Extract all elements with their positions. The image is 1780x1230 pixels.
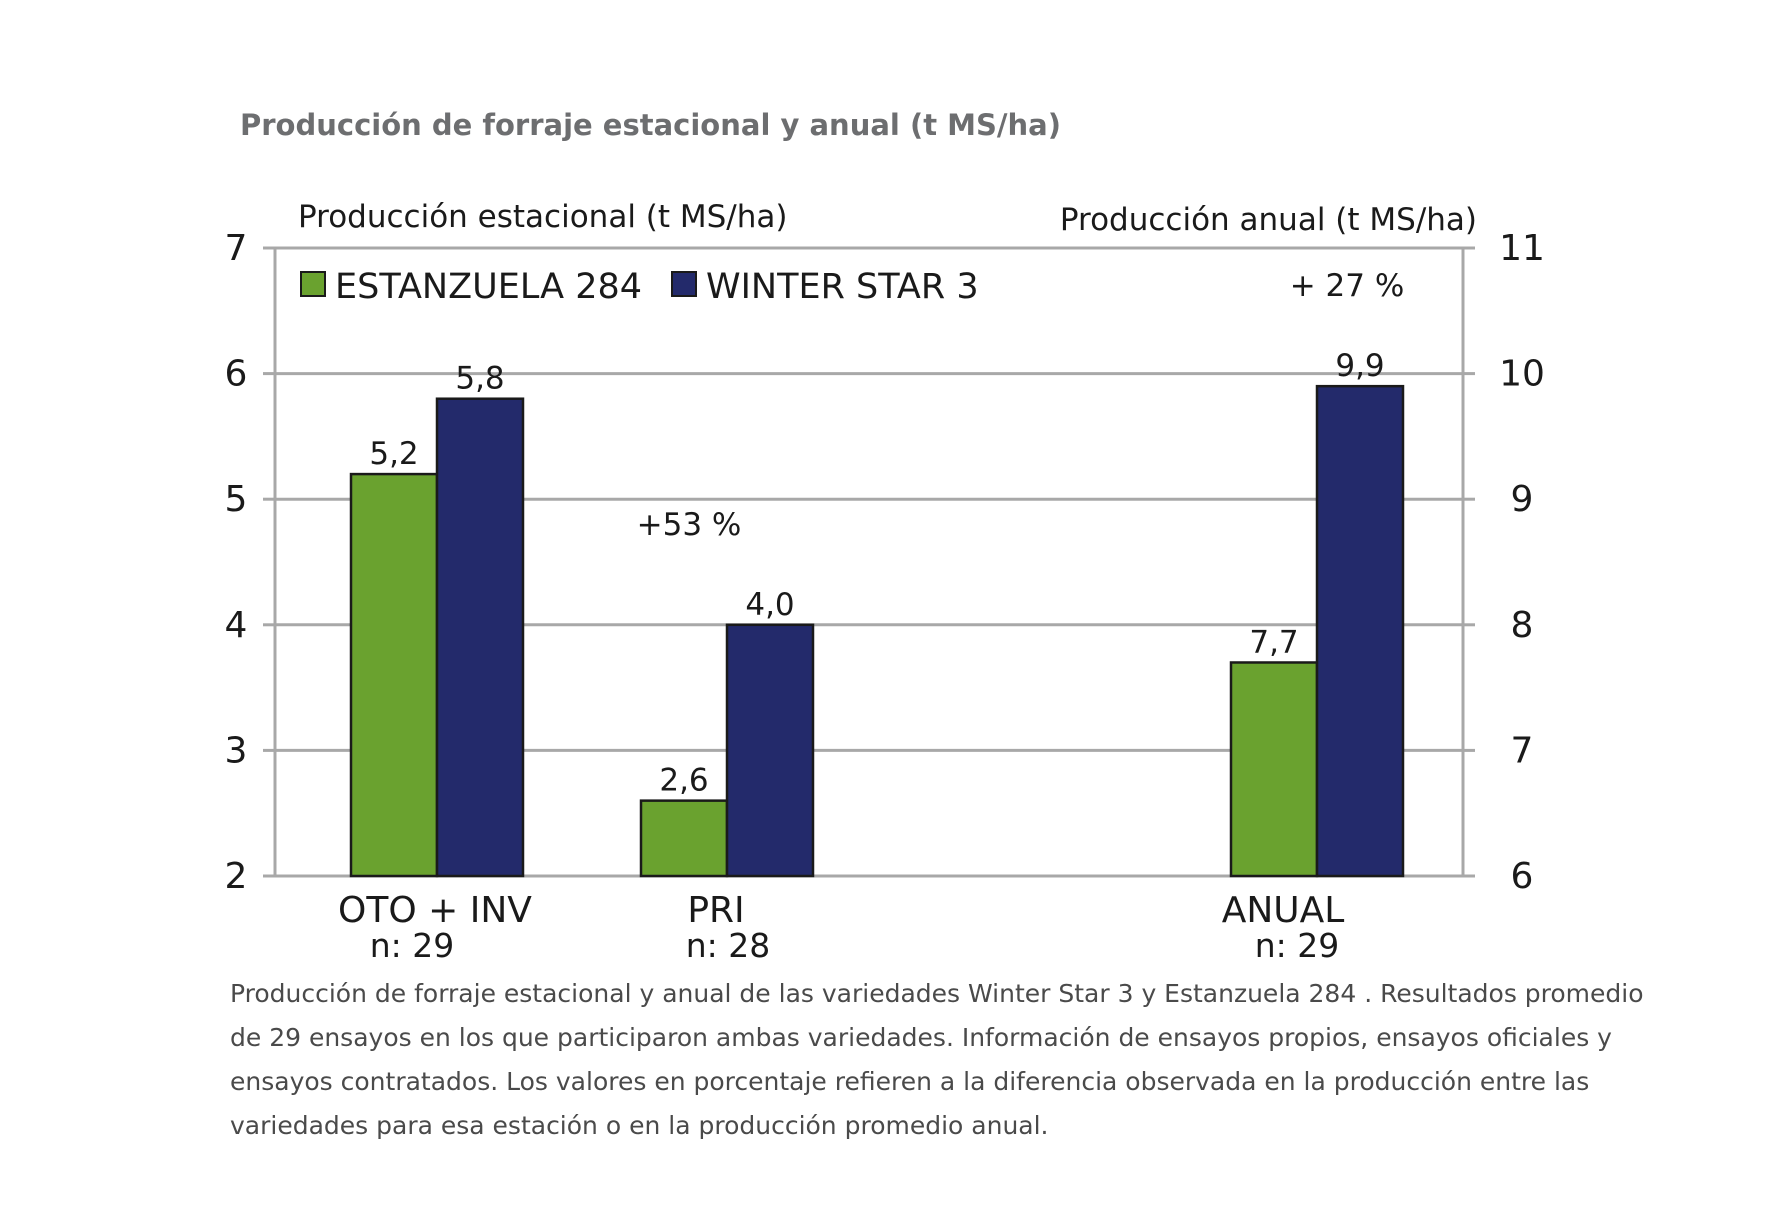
chart-labels: 2 3 4 5 6 7 6 7 8 9 10 11 Producción estacional (t M…: [225, 199, 1545, 965]
data-label: 7,7: [1249, 624, 1298, 660]
y-tick-label-right: 9: [1511, 479, 1534, 520]
y-tick-label-left: 6: [225, 354, 248, 395]
y-tick-label-left: 3: [225, 730, 248, 771]
bar-estanzuela-0: [349, 472, 439, 878]
figure-title: Producción de forraje estacional y anual…: [240, 108, 1061, 142]
legend-label: WINTER STAR 3: [706, 267, 979, 307]
bar-winterstar-0: [435, 397, 525, 878]
y-tick-label-right: 8: [1511, 605, 1534, 646]
bar-estanzuela-1: [639, 799, 729, 878]
x-category-label: ANUAL: [1222, 890, 1345, 931]
bar-winterstar-1: [725, 623, 815, 878]
x-category-n: n: 29: [370, 926, 455, 965]
caption-line: Producción de forraje estacional y anual…: [230, 979, 1644, 1008]
bar-winterstar-2: [1315, 384, 1405, 878]
data-label: 5,8: [455, 361, 504, 397]
y-tick-label-left: 5: [225, 479, 248, 520]
y-tick-label-right: 7: [1511, 730, 1534, 771]
y-tick-label-right: 11: [1499, 228, 1545, 269]
y-tick-label-right: 10: [1499, 354, 1545, 395]
x-category-n: n: 28: [686, 926, 771, 965]
y-axis-title-left: Producción estacional (t MS/ha): [298, 199, 788, 235]
percent-annotation: + 27 %: [1290, 268, 1405, 304]
x-category-label: PRI: [687, 890, 744, 931]
bar-chart: 2 3 4 5 6 7 6 7 8 9 10 11 Producción estacional (t M…: [225, 199, 1545, 965]
y-tick-label-left: 7: [225, 228, 248, 269]
caption-line: ensayos contratados. Los valores en porc…: [230, 1067, 1590, 1096]
figure-caption: Producción de forraje estacional y anual…: [230, 972, 1644, 1148]
x-category-label: OTO + INV: [338, 890, 532, 931]
data-label: 9,9: [1335, 348, 1384, 384]
legend-swatch: [671, 271, 697, 297]
percent-annotation: +53 %: [637, 507, 742, 543]
y-tick-label-left: 2: [225, 856, 248, 897]
y-axis-title-right: Producción anual (t MS/ha): [1060, 202, 1477, 238]
bar-estanzuela-2: [1229, 661, 1319, 878]
data-label: 4,0: [745, 587, 794, 623]
y-tick-label-left: 4: [225, 605, 248, 646]
caption-line: variedades para esa estación o en la pro…: [230, 1111, 1049, 1140]
data-label: 2,6: [659, 763, 708, 799]
legend-label: ESTANZUELA 284: [335, 267, 642, 307]
bars: [349, 384, 1405, 878]
legend-swatch: [300, 271, 326, 297]
data-label: 5,2: [369, 436, 418, 472]
y-tick-label-right: 6: [1511, 856, 1534, 897]
caption-line: de 29 ensayos en los que participaron am…: [230, 1023, 1612, 1052]
x-category-n: n: 29: [1255, 926, 1340, 965]
